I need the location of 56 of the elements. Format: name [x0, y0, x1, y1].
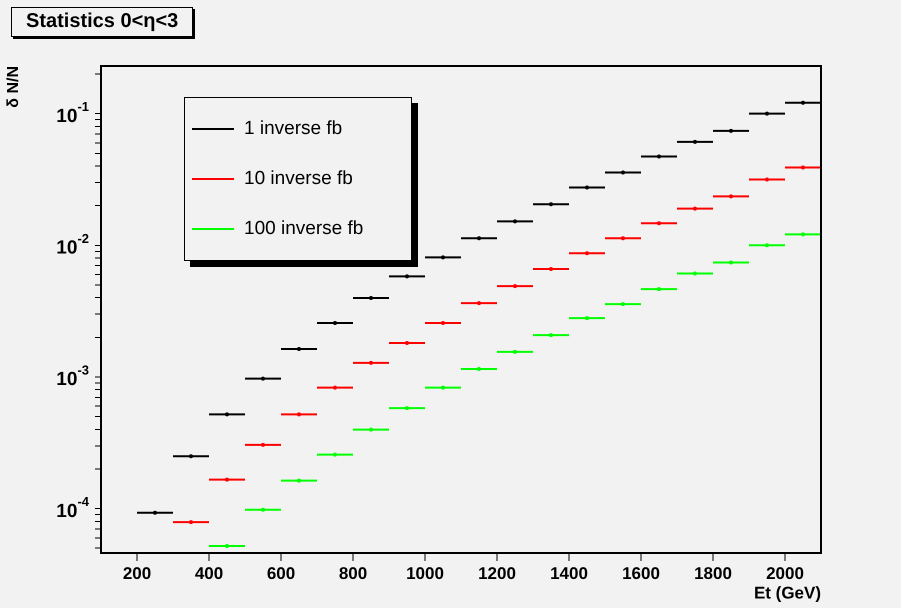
point — [261, 508, 265, 512]
point — [477, 236, 481, 240]
point — [369, 360, 373, 365]
legend-label: 10 inverse fb — [244, 168, 353, 190]
point — [549, 202, 553, 206]
point — [189, 520, 193, 524]
x-tick-label: 1000 — [406, 564, 444, 583]
x-tick-label: 2000 — [766, 564, 804, 583]
point — [405, 274, 409, 278]
point — [333, 386, 337, 390]
point — [729, 128, 733, 133]
point — [441, 255, 445, 260]
point — [297, 412, 301, 416]
point — [693, 206, 697, 211]
x-axis-title: Et (GeV) — [754, 583, 821, 602]
x-tick-label: 1200 — [478, 564, 516, 583]
point — [261, 376, 265, 381]
x-tick-label: 800 — [338, 564, 368, 583]
x-tick-label: 1800 — [694, 564, 732, 583]
x-tick-label: 1400 — [550, 564, 588, 583]
point — [405, 406, 409, 410]
point — [225, 478, 229, 482]
point — [801, 100, 805, 105]
point — [369, 428, 373, 432]
point — [729, 194, 733, 198]
point — [765, 112, 769, 116]
point — [693, 140, 697, 144]
point — [297, 478, 301, 483]
x-tick-label: 600 — [266, 564, 296, 583]
chart-title: Statistics 0<η<3 — [11, 7, 194, 37]
point — [189, 454, 193, 458]
x-tick-label: 400 — [194, 564, 224, 583]
legend-label: 1 inverse fb — [244, 118, 342, 140]
point — [765, 243, 769, 248]
point — [153, 510, 157, 515]
point — [621, 236, 625, 240]
x-tick-label: 1600 — [622, 564, 660, 583]
legend-label: 100 inverse fb — [244, 218, 364, 240]
point — [477, 301, 481, 306]
point — [225, 412, 229, 416]
point — [513, 219, 517, 224]
point — [585, 251, 589, 256]
point — [729, 260, 733, 264]
point — [333, 452, 337, 457]
point — [801, 232, 805, 236]
point — [657, 287, 661, 292]
y-axis-title: δ N/N — [5, 66, 22, 108]
point — [621, 302, 625, 306]
point — [657, 221, 661, 226]
x-tick-label: 200 — [122, 564, 152, 583]
point — [261, 442, 265, 447]
point — [549, 333, 553, 338]
point — [513, 350, 517, 354]
point — [513, 284, 517, 288]
point — [441, 386, 445, 390]
point — [585, 316, 589, 320]
